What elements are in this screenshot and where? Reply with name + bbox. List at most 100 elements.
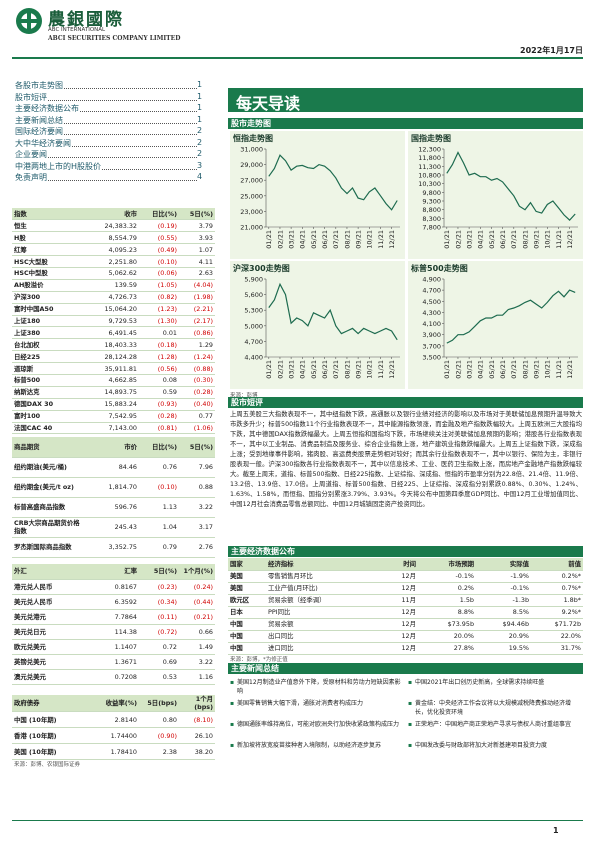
table-cell: 9,729.53 bbox=[87, 315, 139, 328]
data-table: 外汇 汇率 5日(%) 1个月(%) 港元兑人民币 0.8167 (0.23) (0.24) 美… bbox=[12, 564, 215, 685]
table-cell: 美国 bbox=[228, 570, 266, 583]
table-cell: 香港 (10年期) bbox=[12, 727, 87, 744]
x-tick-label: 02/21 bbox=[454, 230, 462, 249]
table-row: 恒生 24,383.32 (0.19) 3.79 bbox=[12, 219, 215, 233]
table-cell: 12月 bbox=[378, 630, 418, 643]
chart-title: 沪深300走势图 bbox=[233, 263, 290, 273]
table-cell: 红筹 bbox=[12, 243, 87, 257]
table-cell: 5日(%) bbox=[139, 564, 179, 580]
data-table: 指数 收市 日比(%) 5日(%) 恒生 24,383.32 (0.19) 3.79 H股 8,5… bbox=[12, 208, 215, 435]
table-cell: 139.59 bbox=[87, 279, 139, 292]
news-item: 德国通胀率维持高位，可能对欧洲央行加快收紧政策构成压力 bbox=[237, 721, 400, 728]
x-tick-label: 03/21 bbox=[465, 230, 473, 249]
table-cell: 零售销售月环比 bbox=[266, 570, 378, 583]
x-tick-label: 07/21 bbox=[332, 230, 340, 249]
toc-leader bbox=[15, 111, 197, 112]
table-cell: 美国 (10年期) bbox=[12, 743, 87, 760]
section-title: 主要经济数据公布 bbox=[231, 547, 295, 556]
table-cell: 31.7% bbox=[531, 642, 583, 655]
table-cell: 6,491.45 bbox=[87, 326, 139, 340]
table-cell: 1.8b* bbox=[531, 594, 583, 607]
news-bullet: ▪ bbox=[230, 721, 235, 728]
table-row: 澳元兑美元 0.7208 0.53 1.16 bbox=[12, 669, 215, 685]
table-cell: 英镑兑美元 bbox=[12, 654, 87, 670]
toc-label: 中港两地上市的H股股价 bbox=[15, 160, 103, 172]
news-item: 黄金结：中央经济工作会议将以大规模减税降费推动经济增长，优化投资环境 bbox=[415, 700, 572, 716]
section-bar bbox=[228, 546, 583, 557]
x-tick-label: 11/21 bbox=[555, 360, 563, 379]
x-tick-label: 06/21 bbox=[499, 360, 507, 379]
table-row: 德国DAX 30 15,883.24 (0.93) (0.40) bbox=[12, 398, 215, 411]
table-cell: 沪深300 bbox=[12, 291, 87, 304]
y-tick-label: 3,900 bbox=[422, 331, 441, 339]
table-cell: 台北加权 bbox=[12, 338, 87, 352]
news-item: 中国2021年出口创历史新高，全球需求持续旺盛 bbox=[415, 679, 545, 686]
table-cell: 收益率(%) bbox=[87, 695, 139, 712]
table-cell: (0.24) bbox=[179, 579, 215, 595]
table-cell: (0.90) bbox=[139, 727, 179, 744]
table-cell: 0.59 bbox=[139, 386, 179, 399]
table-cell: (0.28) bbox=[139, 410, 179, 423]
news-bullet: ▪ bbox=[408, 679, 413, 686]
table-row: 日经225 28,124.28 (1.28) (1.24) bbox=[12, 350, 215, 364]
table-cell: (0.72) bbox=[139, 624, 179, 640]
y-tick-label: 8,800 bbox=[422, 206, 441, 214]
commentary: 上周五美股三大指数表现不一，其中纽指数下跌，高通胀以及银行业绩对经济的影响以及市… bbox=[230, 411, 582, 508]
table-cell: 19.5% bbox=[476, 642, 531, 655]
news-item: 中国发改委与财政部将加大对新基建项目投资力度 bbox=[415, 742, 548, 749]
table-cell: 0.79 bbox=[139, 537, 179, 558]
table-row: 罗杰斯国际商品指数 3,352.75 0.79 2.76 bbox=[12, 537, 215, 558]
table-cell: 15,883.24 bbox=[87, 398, 139, 411]
section-bar bbox=[228, 663, 583, 674]
footer-rule bbox=[12, 820, 583, 821]
table-cell: 4,095.23 bbox=[87, 243, 139, 257]
table-cell: 中国 bbox=[228, 630, 266, 643]
table-cell: 出口同比 bbox=[266, 630, 378, 643]
table-cell: (0.28) bbox=[179, 386, 215, 399]
chart: 恒指走势图 21,000 23,000 25,000 27,000 29,000 31,00… bbox=[230, 131, 405, 259]
section-title: 股市短评 bbox=[231, 398, 263, 407]
table-cell: $94.46b bbox=[476, 618, 531, 631]
toc-leader bbox=[15, 88, 197, 89]
x-tick-label: 09/21 bbox=[354, 360, 362, 379]
x-tick-label: 08/21 bbox=[343, 230, 351, 249]
source-note: 来源：彭博，*为修正值 bbox=[230, 657, 288, 663]
table-cell: 0.7208 bbox=[87, 669, 139, 685]
table-header: 国家 经济指标 时间 市场预期 实际值 前值 bbox=[228, 558, 583, 571]
x-tick-label: 11/21 bbox=[377, 230, 385, 249]
table-cell: 1.1407 bbox=[87, 639, 139, 655]
page-title: 每天导读 bbox=[236, 94, 301, 113]
table-cell: (0.19) bbox=[139, 219, 179, 233]
table-cell: 5日(bps) bbox=[139, 695, 179, 712]
news-bullet: ▪ bbox=[230, 679, 235, 686]
table-row: 富时100 7,542.95 (0.28) 0.77 bbox=[12, 410, 215, 423]
x-tick-label: 03/21 bbox=[287, 360, 295, 379]
table-cell: 政府债券 bbox=[12, 695, 87, 712]
table-cell: 7.96 bbox=[179, 457, 215, 478]
table-cell: 美国 bbox=[228, 582, 266, 595]
x-tick-label: 04/21 bbox=[299, 230, 307, 249]
toc-page: 2 bbox=[197, 126, 203, 135]
table-row: 美元兑人民币 6.3592 (0.34) (0.44) bbox=[12, 594, 215, 610]
x-tick-label: 12/21 bbox=[566, 230, 574, 249]
table-cell: 日比(%) bbox=[139, 437, 179, 458]
table-cell: 0.69 bbox=[139, 654, 179, 670]
table-cell: 中国 bbox=[228, 642, 266, 655]
table-cell: 2.76 bbox=[179, 537, 215, 558]
x-tick-label: 06/21 bbox=[321, 360, 329, 379]
table-cell: 0.72 bbox=[139, 639, 179, 655]
source-note: 来源：彭博 bbox=[230, 393, 258, 399]
table-cell: 国家 bbox=[228, 558, 266, 571]
y-tick-label: 4,300 bbox=[422, 309, 441, 317]
y-tick-label: 5,900 bbox=[244, 276, 263, 284]
table-cell: 5,062.62 bbox=[87, 267, 139, 280]
table-row: 中国 (10年期) 2.8140 0.80 (8.10) bbox=[12, 711, 215, 728]
table-cell: 1.04 bbox=[139, 517, 179, 538]
table-cell: 8,554.79 bbox=[87, 231, 139, 245]
table-header: 商品期货 市价 日比(%) 5日(%) bbox=[12, 437, 215, 458]
table-cell: 港元兑人民币 bbox=[12, 579, 87, 595]
y-tick-label: 11,800 bbox=[418, 154, 441, 162]
table-row: AH股溢价 139.59 (1.05) (4.04) bbox=[12, 279, 215, 292]
table-cell: 商品期货 bbox=[12, 437, 87, 458]
table-cell: 9.2%* bbox=[531, 606, 583, 619]
